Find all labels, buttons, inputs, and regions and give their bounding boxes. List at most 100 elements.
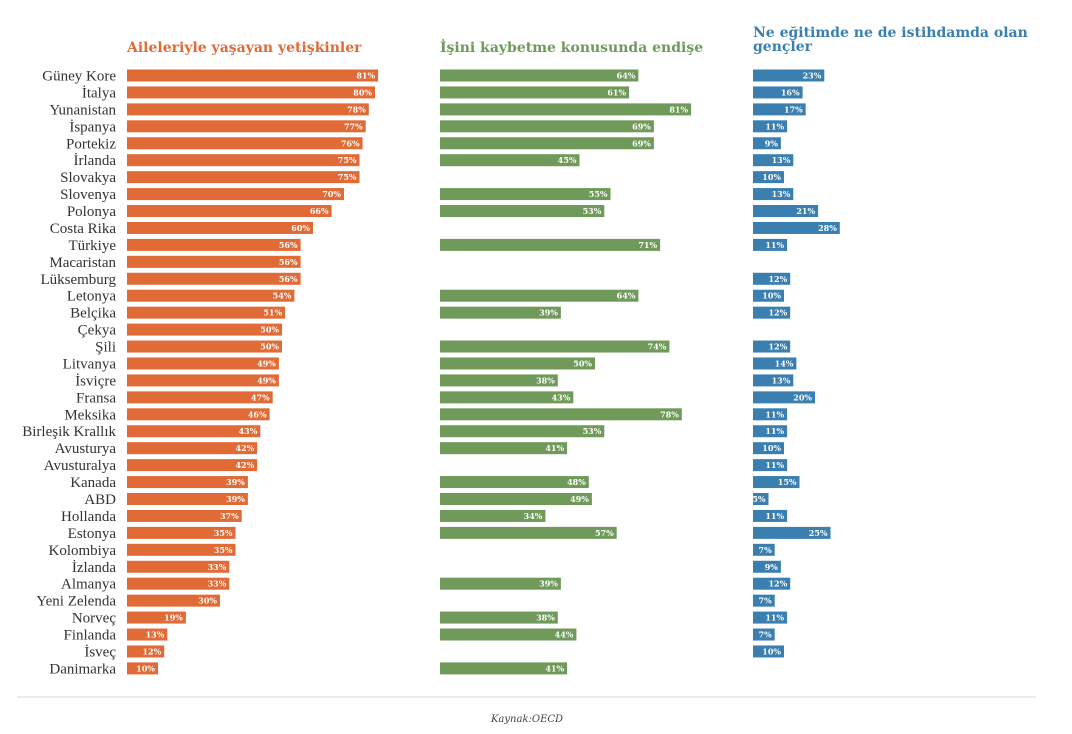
bar-value-label: 11% — [765, 460, 784, 470]
bar-value-label: 13% — [772, 375, 791, 385]
country-label: Kolombiya — [49, 543, 117, 559]
bar-value-label: 35% — [214, 528, 233, 538]
bar-value-label: 53% — [583, 426, 602, 436]
bar — [440, 611, 558, 624]
bar-value-label: 11% — [765, 511, 784, 521]
bar-value-label: 78% — [347, 104, 366, 114]
bar-value-label: 35% — [214, 545, 233, 555]
bar — [753, 289, 784, 302]
bar-value-label: 42% — [235, 443, 254, 453]
country-label: Meksika — [64, 407, 116, 423]
bar — [127, 577, 230, 590]
bar-value-label: 23% — [803, 71, 822, 81]
bar — [753, 425, 788, 438]
country-label: Norveç — [72, 611, 116, 627]
bar — [753, 408, 788, 421]
bar — [127, 120, 366, 133]
bar — [127, 476, 248, 489]
bar-value-label: 49% — [257, 375, 276, 385]
bar-value-label: 12% — [768, 308, 787, 318]
bar-value-label: 50% — [260, 342, 279, 352]
bar — [127, 357, 279, 370]
bar-value-label: 21% — [796, 206, 815, 216]
bar — [753, 306, 791, 319]
bar-value-label: 15% — [778, 477, 797, 487]
bar — [440, 662, 568, 675]
bar-value-label: 49% — [570, 494, 589, 504]
bar — [127, 391, 273, 404]
country-label: Finlanda — [64, 628, 117, 644]
bar — [127, 154, 360, 167]
bar-value-label: 12% — [142, 646, 161, 656]
bar-value-label: 34% — [524, 511, 543, 521]
bar-value-label: 11% — [765, 426, 784, 436]
bar-value-label: 39% — [226, 477, 245, 487]
bar — [753, 459, 788, 472]
bar-value-label: 75% — [338, 155, 357, 165]
bar — [440, 391, 574, 404]
country-label: Macaristan — [49, 255, 116, 271]
country-label: Belçika — [70, 306, 116, 322]
bar-value-label: 56% — [279, 274, 298, 284]
bar — [440, 408, 682, 421]
bar-value-label: 78% — [660, 409, 679, 419]
bar — [440, 442, 568, 455]
bar-value-label: 61% — [607, 87, 626, 97]
bar — [753, 171, 784, 184]
bar — [753, 103, 806, 116]
bar — [440, 340, 670, 353]
bar — [753, 560, 781, 573]
bar — [753, 594, 775, 607]
bar-value-label: 50% — [260, 325, 279, 335]
bar — [127, 425, 261, 438]
bar — [127, 221, 313, 234]
country-label: Birleşik Krallık — [22, 424, 116, 440]
panel-title-3: Ne eğitimde ne de istihdamda olan gençler — [753, 25, 1028, 55]
bar — [440, 357, 595, 370]
bar-value-label: 80% — [353, 87, 372, 97]
bar — [440, 493, 592, 505]
country-label: ABD — [84, 492, 116, 508]
bar — [127, 103, 369, 116]
bar — [753, 238, 788, 251]
bar-value-label: 33% — [208, 579, 227, 589]
bar-value-label: 14% — [775, 358, 794, 368]
bar-value-label: 46% — [248, 409, 267, 419]
bar-value-label: 41% — [545, 663, 564, 673]
bar — [127, 340, 282, 353]
bar-value-label: 38% — [536, 375, 555, 385]
country-label: Lüksemburg — [40, 272, 116, 288]
bar — [127, 594, 220, 607]
country-label: Letonya — [67, 289, 116, 305]
bar-value-label: 5% — [752, 494, 766, 504]
bar — [753, 526, 831, 539]
bar — [753, 493, 769, 505]
bar — [753, 543, 775, 556]
bar — [753, 611, 788, 624]
bar — [127, 543, 236, 556]
bar-value-label: 11% — [765, 121, 784, 131]
country-label: Avusturalya — [44, 458, 117, 474]
bar-value-label: 7% — [759, 545, 773, 555]
bar — [440, 69, 639, 82]
bar — [127, 188, 344, 201]
bar-value-label: 69% — [632, 138, 651, 148]
bar — [440, 238, 661, 251]
bar — [127, 560, 230, 573]
bar-value-label: 28% — [818, 223, 837, 233]
country-label: İsviçre — [75, 373, 116, 389]
country-label: İzlanda — [72, 560, 116, 576]
bar-value-label: 10% — [762, 291, 781, 301]
bar — [753, 391, 815, 404]
country-label: Costa Rika — [50, 221, 117, 237]
bar-value-label: 25% — [809, 528, 828, 538]
bar-value-label: 17% — [784, 104, 803, 114]
bar-value-label: 44% — [555, 630, 574, 640]
bar — [753, 137, 781, 150]
bar — [127, 69, 379, 82]
bar — [127, 645, 165, 658]
bar-value-label: 70% — [322, 189, 341, 199]
bar — [753, 628, 775, 641]
bar-value-label: 69% — [632, 121, 651, 131]
bar — [127, 611, 186, 624]
